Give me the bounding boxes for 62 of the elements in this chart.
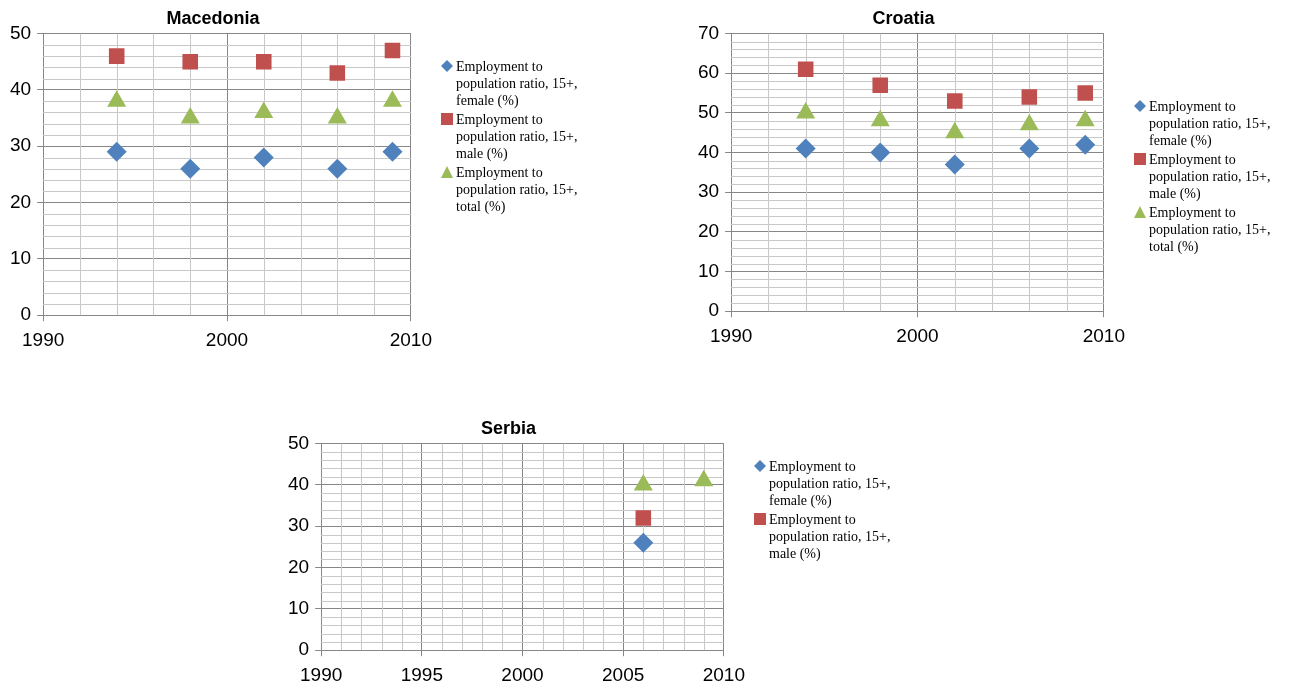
x-tick-label: 2010: [389, 328, 433, 350]
point: [106, 141, 127, 162]
y-tick-label: 30: [697, 180, 720, 202]
x-tick-label: 1990: [21, 328, 65, 350]
legend-label: Employment to population ratio, 15+, female (%): [456, 58, 579, 109]
point: [180, 158, 201, 179]
point: [872, 77, 889, 93]
point: [944, 154, 965, 175]
chart-title: Serbia: [480, 417, 537, 438]
point: [870, 142, 891, 163]
y-tick-label: 10: [287, 597, 310, 619]
point: [329, 65, 346, 81]
x-tick-label: 1995: [400, 663, 443, 685]
y-tick-label: 40: [697, 140, 720, 162]
y-tick-label: 40: [287, 473, 310, 495]
legend-label: Employment to population ratio, 15+, total (%): [456, 164, 579, 215]
y-tick-label: 40: [9, 78, 32, 100]
point: [795, 138, 816, 159]
x-tick-label: 2010: [702, 663, 746, 685]
legend-label: Employment to population ratio, 15+, male (%): [456, 111, 579, 162]
x-tick-label: 2000: [501, 663, 544, 685]
point: [182, 53, 199, 70]
legend-label: Employment to population ratio, 15+, female (%): [1149, 98, 1272, 149]
y-tick-label: 50: [9, 21, 32, 43]
y-tick-label: 20: [697, 220, 720, 242]
y-tick-label: 20: [9, 190, 32, 212]
x-tick-label: 1990: [299, 663, 343, 685]
y-tick-label: 60: [697, 61, 720, 83]
point: [1021, 89, 1038, 105]
point: [108, 48, 125, 64]
legend-label: Employment to population ratio, 15+, male (%): [769, 511, 892, 562]
legend-label: Employment to population ratio, 15+, female (%): [769, 458, 892, 509]
point: [253, 147, 274, 168]
point: [384, 42, 401, 59]
point: [947, 93, 963, 109]
y-tick-label: 10: [9, 247, 32, 269]
y-tick-label: 50: [287, 431, 310, 453]
chart-title: Macedonia: [166, 7, 261, 28]
point: [1075, 134, 1096, 155]
point: [327, 158, 348, 179]
x-tick-label: 1990: [709, 324, 753, 346]
point: [256, 53, 272, 70]
point: [1077, 85, 1094, 101]
x-tick-label: 2005: [602, 663, 645, 685]
x-tick-label: 2000: [896, 324, 939, 346]
y-tick-label: 30: [287, 514, 310, 536]
chart-title: Croatia: [872, 7, 936, 28]
x-tick-label: 2010: [1082, 324, 1126, 346]
y-tick-label: 70: [697, 21, 720, 43]
point: [797, 61, 814, 78]
y-tick-label: 0: [20, 303, 32, 325]
y-tick-label: 20: [287, 555, 310, 577]
x-tick-label: 2000: [205, 328, 249, 350]
point: [382, 141, 403, 162]
legend-label: Employment to population ratio, 15+, male (%): [1149, 151, 1272, 202]
y-tick-label: 0: [708, 299, 720, 321]
y-tick-label: 10: [697, 259, 720, 281]
y-tick-label: 30: [9, 134, 32, 156]
y-tick-label: 50: [697, 101, 720, 123]
y-tick-label: 0: [298, 638, 310, 660]
point: [1019, 138, 1040, 159]
legend-label: Employment to population ratio, 15+, total (%): [1149, 204, 1272, 255]
